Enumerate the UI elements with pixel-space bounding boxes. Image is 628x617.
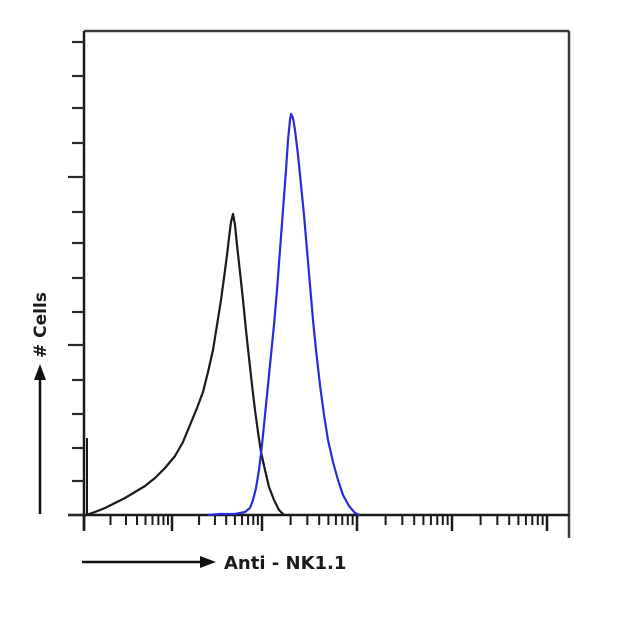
y-axis-label: # Cells: [31, 292, 51, 358]
y-arrow-head-icon: [34, 364, 46, 380]
series-group: [85, 112, 361, 517]
y-axis-label-group: # Cells: [31, 292, 51, 514]
x-axis-label-group: Anti - NK1.1: [82, 553, 346, 574]
y-axis-ticks: [68, 40, 84, 517]
x-arrow-head-icon: [200, 556, 216, 568]
x-axis-label: Anti - NK1.1: [224, 553, 346, 574]
x-axis-ticks: [82, 515, 549, 531]
isotype-control-curve: [85, 212, 285, 517]
anti-nk11-curve: [207, 112, 361, 517]
plot-frame: [68, 29, 571, 538]
